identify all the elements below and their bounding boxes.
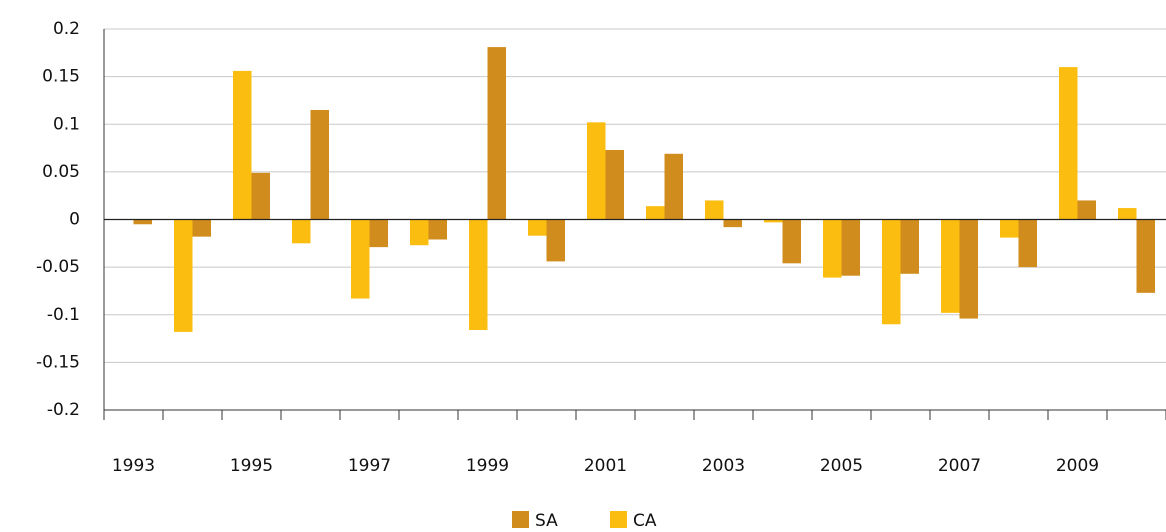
bar	[1077, 200, 1096, 220]
x-tick-label: 1993	[112, 456, 155, 476]
bar	[428, 219, 447, 240]
y-tick-label: -0.2	[47, 400, 80, 420]
y-tick-label: 0.15	[42, 67, 80, 87]
y-tick-label: -0.05	[36, 257, 80, 277]
bar	[605, 149, 624, 220]
bar	[959, 219, 978, 319]
bar	[900, 219, 919, 274]
bar	[292, 219, 311, 244]
y-tick-label: -0.15	[36, 352, 80, 372]
x-tick-label: 1997	[348, 456, 391, 476]
legend-swatch	[610, 511, 627, 528]
bar	[782, 219, 801, 264]
legend-label: SA	[535, 511, 558, 531]
y-tick-label: 0.2	[53, 19, 80, 39]
bar	[587, 122, 606, 220]
x-tick-label: 2003	[702, 456, 745, 476]
bar	[528, 219, 547, 236]
bar	[646, 206, 665, 220]
x-tick-label: 1999	[466, 456, 509, 476]
bar	[882, 219, 901, 325]
x-tick-label: 2009	[1056, 456, 1099, 476]
bar	[705, 200, 724, 220]
bar	[410, 219, 429, 246]
bar	[351, 219, 370, 299]
x-tick-label: 2005	[820, 456, 863, 476]
bar	[233, 70, 252, 220]
bar	[764, 219, 783, 223]
legend-swatch	[512, 511, 529, 528]
x-tick-label: 2001	[584, 456, 627, 476]
bar	[310, 109, 329, 220]
bar	[192, 219, 211, 237]
bar	[1059, 67, 1078, 220]
bar	[487, 47, 506, 220]
bar	[369, 219, 388, 248]
y-tick-label: 0	[69, 210, 80, 230]
bar	[251, 172, 270, 220]
bar	[1000, 219, 1019, 238]
y-tick-label: 0.1	[53, 114, 80, 134]
bar	[841, 219, 860, 276]
bar	[1018, 219, 1037, 268]
bar	[823, 219, 842, 278]
bar	[174, 219, 193, 332]
bar	[546, 219, 565, 262]
bar	[133, 219, 152, 225]
bar	[941, 219, 960, 313]
bar	[469, 219, 488, 330]
bar	[1118, 208, 1137, 220]
x-tick-label: 2007	[938, 456, 981, 476]
y-tick-label: -0.1	[47, 305, 80, 325]
bar	[723, 219, 742, 228]
bar	[664, 153, 683, 220]
legend-label: CA	[633, 511, 657, 531]
bar	[1136, 219, 1155, 293]
y-tick-label: 0.05	[42, 162, 80, 182]
x-tick-label: 1995	[230, 456, 273, 476]
